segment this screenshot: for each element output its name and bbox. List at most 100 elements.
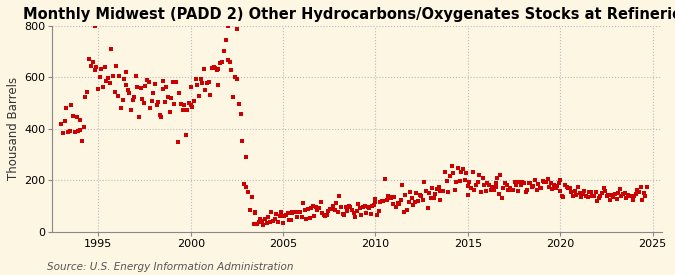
Point — [121, 83, 132, 87]
Point — [511, 183, 522, 187]
Point — [504, 186, 515, 190]
Point — [523, 180, 534, 185]
Point — [159, 100, 170, 104]
Point — [640, 194, 651, 198]
Point — [555, 178, 566, 182]
Point — [346, 207, 357, 212]
Point — [248, 221, 259, 226]
Point — [242, 190, 253, 194]
Point — [91, 65, 102, 69]
Point — [592, 199, 603, 203]
Point — [335, 205, 346, 209]
Point — [334, 194, 345, 198]
Point — [627, 198, 638, 202]
Point — [292, 215, 302, 219]
Point — [430, 191, 441, 196]
Point — [250, 211, 261, 215]
Point — [178, 108, 188, 112]
Point — [408, 203, 418, 207]
Point — [450, 188, 460, 192]
Point — [482, 181, 493, 185]
Point — [402, 207, 412, 212]
Point — [293, 210, 304, 214]
Point — [587, 194, 598, 198]
Point — [179, 103, 190, 107]
Point — [263, 214, 273, 219]
Point — [114, 74, 125, 79]
Point — [439, 170, 450, 175]
Point — [360, 210, 371, 215]
Point — [608, 194, 619, 199]
Point — [585, 190, 596, 194]
Point — [202, 81, 213, 85]
Point — [266, 210, 277, 214]
Point — [337, 212, 348, 217]
Point — [592, 199, 603, 204]
Point — [502, 183, 512, 188]
Point — [392, 200, 403, 205]
Point — [600, 189, 611, 193]
Point — [198, 66, 209, 71]
Point — [389, 195, 400, 199]
Point — [205, 93, 216, 97]
Point — [462, 184, 473, 188]
Point — [140, 84, 151, 88]
Point — [489, 188, 500, 192]
Point — [431, 187, 442, 192]
Point — [626, 194, 637, 198]
Point — [514, 180, 524, 184]
Point — [86, 64, 97, 68]
Point — [171, 80, 182, 84]
Point — [566, 189, 577, 194]
Point — [134, 115, 144, 119]
Point — [187, 105, 198, 110]
Point — [226, 68, 237, 72]
Point — [373, 209, 384, 214]
Point — [111, 64, 122, 68]
Point — [342, 208, 352, 213]
Point — [66, 103, 77, 107]
Point — [622, 193, 633, 197]
Point — [364, 205, 375, 210]
Point — [569, 189, 580, 194]
Point — [219, 48, 230, 53]
Point — [492, 176, 503, 180]
Point — [261, 221, 272, 225]
Point — [584, 190, 595, 194]
Point — [144, 106, 155, 110]
Point — [256, 219, 267, 224]
Point — [71, 115, 82, 120]
Point — [127, 98, 138, 102]
Point — [252, 222, 263, 226]
Point — [354, 205, 365, 210]
Point — [549, 183, 560, 187]
Point — [597, 191, 608, 196]
Point — [554, 181, 564, 186]
Point — [462, 192, 473, 197]
Point — [498, 185, 509, 190]
Point — [221, 38, 232, 42]
Point — [512, 189, 523, 193]
Point — [367, 204, 378, 208]
Point — [459, 178, 470, 182]
Point — [516, 183, 526, 187]
Point — [142, 78, 153, 82]
Point — [595, 194, 605, 198]
Point — [284, 218, 294, 222]
Point — [68, 114, 78, 118]
Point — [544, 185, 555, 189]
Point — [317, 211, 327, 215]
Point — [74, 128, 85, 133]
Point — [84, 57, 95, 62]
Point — [582, 195, 593, 199]
Point — [424, 191, 435, 195]
Point — [234, 102, 244, 106]
Point — [88, 60, 99, 64]
Point — [603, 193, 614, 197]
Point — [96, 67, 107, 71]
Point — [194, 94, 205, 98]
Point — [375, 200, 385, 204]
Point — [340, 205, 351, 210]
Point — [436, 188, 447, 193]
Y-axis label: Thousand Barrels: Thousand Barrels — [7, 77, 20, 180]
